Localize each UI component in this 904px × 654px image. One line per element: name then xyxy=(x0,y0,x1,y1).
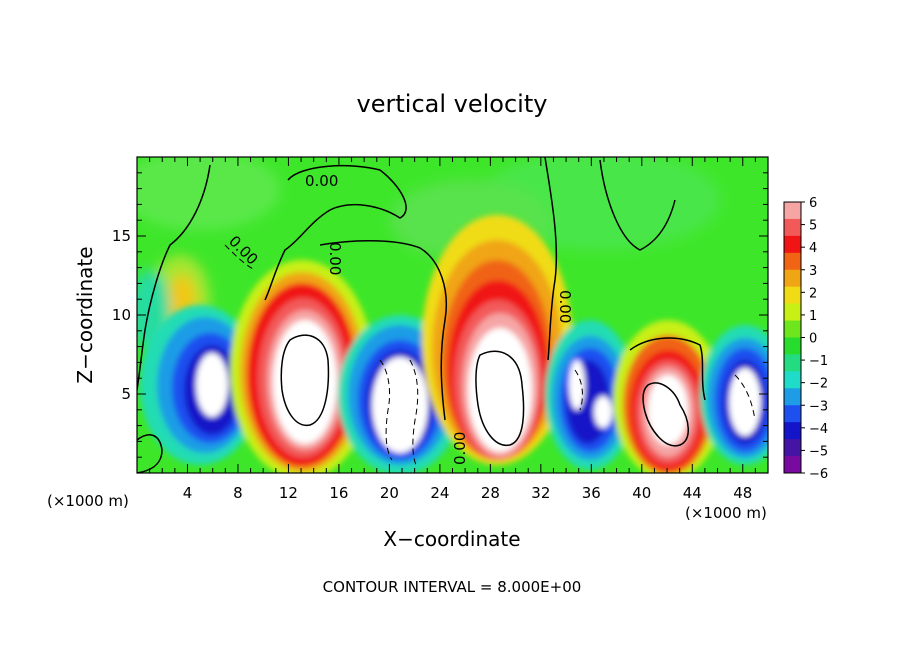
colorbar-tick-label: 6 xyxy=(809,196,817,211)
colorbar-swatch xyxy=(784,303,801,322)
colorbar-tick-label: −2 xyxy=(809,377,828,392)
x-tick-label: 16 xyxy=(329,484,348,502)
x-tick-label: 40 xyxy=(632,484,651,502)
colorbar-swatch xyxy=(784,354,801,372)
x-tick-label: 44 xyxy=(683,484,702,502)
y-tick-label: 10 xyxy=(112,306,131,324)
contour-lines-dashed xyxy=(224,244,756,466)
colorbar-swatch xyxy=(784,456,801,474)
x-unit-label: (×1000 m) xyxy=(685,504,767,522)
colorbar-tick-label: 2 xyxy=(809,286,817,301)
contour-label: 0.00 xyxy=(556,290,574,323)
colorbar-swatch xyxy=(784,286,801,305)
contour-interval-note: CONTOUR INTERVAL = 8.000E+00 xyxy=(323,578,582,596)
x-tick-label: 36 xyxy=(582,484,601,502)
colorbar-swatch xyxy=(784,320,801,338)
contour-neg-2 xyxy=(409,359,419,466)
x-tick-label: 48 xyxy=(733,484,752,502)
x-tick-label: 4 xyxy=(183,484,193,502)
contour-neg-1 xyxy=(379,359,393,461)
y-axis-label: Z−coordinate xyxy=(73,246,97,383)
colorbar-swatch xyxy=(784,269,801,288)
contour-lines xyxy=(137,157,706,473)
contour-zero-6 xyxy=(629,337,706,401)
chart-title: vertical velocity xyxy=(357,90,548,118)
contour-zero-4 xyxy=(544,157,558,361)
contour-zero-1 xyxy=(264,164,407,301)
colorbar-tick-label: −1 xyxy=(809,354,828,369)
y-tick-label: 15 xyxy=(112,227,131,245)
colorbar-swatch xyxy=(784,422,801,440)
colorbar-tick-label: 3 xyxy=(809,264,817,279)
contour-label: 0.00 xyxy=(326,242,344,275)
cells-layer xyxy=(140,215,768,473)
contour-neg-3 xyxy=(574,369,583,411)
contour-label: 0.00 xyxy=(305,172,338,190)
colorbar: 6 5 4 3 2 1 0 −1 −2 −3 −4 −5 −6 xyxy=(783,196,828,482)
colorbar-tick-label: −5 xyxy=(809,444,828,459)
x-tick-label: 12 xyxy=(279,484,298,502)
colorbar-swatch xyxy=(784,337,801,355)
x-tick-label: 24 xyxy=(430,484,449,502)
y-tick-label: 5 xyxy=(121,385,131,403)
cell-downdraft-3 xyxy=(545,320,635,470)
cell-updraft-3 xyxy=(613,320,723,473)
contour-neg-4 xyxy=(734,374,756,421)
colorbar-swatch xyxy=(784,371,801,389)
colorbar-swatch xyxy=(784,218,801,237)
x-tick-label: 8 xyxy=(233,484,243,502)
colorbar-tick-label: 4 xyxy=(809,241,817,256)
colorbar-swatch xyxy=(784,439,801,457)
y-unit-label: (×1000 m) xyxy=(47,492,129,510)
colorbar-swatch xyxy=(784,388,801,406)
y-axis: 5 10 15 xyxy=(112,172,768,458)
cell-downdraft-1 xyxy=(140,305,260,465)
colorbar-swatch xyxy=(784,235,801,254)
colorbar-tick-label: −4 xyxy=(809,422,828,437)
x-axis-label: X−coordinate xyxy=(383,527,520,551)
colorbar-tick-label: 5 xyxy=(809,219,817,234)
x-axis: 4 8 12 16 20 24 28 32 36 40 44 48 xyxy=(149,157,756,502)
contour-updraft-3 xyxy=(642,382,689,447)
colorbar-swatch xyxy=(784,202,801,220)
colorbar-swatch xyxy=(784,405,801,423)
x-tick-label: 32 xyxy=(531,484,550,502)
colorbar-tick-label: 0 xyxy=(809,332,817,347)
colorbar-tick-label: 1 xyxy=(809,309,817,324)
colorbar-tick-label: −6 xyxy=(809,467,828,482)
cell-downdraft-4 xyxy=(700,325,768,465)
contour-zero-5 xyxy=(599,159,676,251)
contour-updraft-1 xyxy=(280,334,330,426)
contour-label: 0.00 xyxy=(451,432,469,465)
contour-zero-3 xyxy=(319,240,447,421)
colorbar-swatch xyxy=(784,252,801,271)
contour-updraft-2 xyxy=(475,350,525,446)
plot-area: 0.00 0.00 0.00 0.00 0.00 xyxy=(137,157,768,473)
colorbar-tick-label: −3 xyxy=(809,399,828,414)
cell-updraft-2 xyxy=(422,215,572,465)
cell-updraft-1 xyxy=(230,260,374,473)
x-tick-label: 20 xyxy=(380,484,399,502)
contour-zero-2 xyxy=(137,164,211,391)
x-tick-label: 28 xyxy=(481,484,500,502)
contour-neg-5 xyxy=(224,244,256,271)
